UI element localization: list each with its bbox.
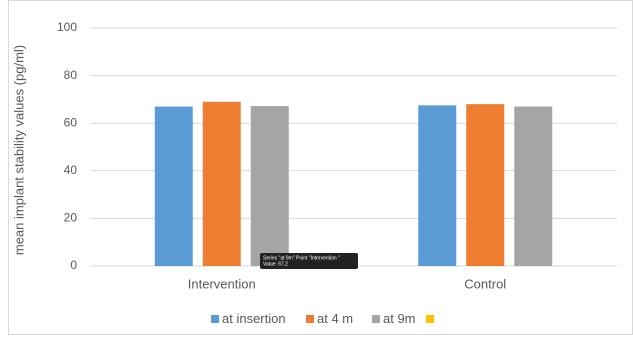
legend-swatch: [211, 315, 219, 323]
bar: [250, 106, 289, 267]
bar: [466, 104, 505, 266]
y-tick-label: 80: [64, 68, 78, 82]
legend-swatch: [372, 315, 380, 323]
x-tick-label: Control: [464, 276, 506, 291]
y-tick-label: 60: [64, 115, 78, 129]
bar: [418, 105, 457, 266]
legend-swatch: [306, 315, 314, 323]
y-tick-label: 40: [64, 163, 78, 177]
tooltip-text: Value: 67.2: [263, 261, 288, 267]
legend-label: at insertion: [222, 311, 286, 326]
bar: [514, 106, 553, 266]
tooltip-box: [260, 253, 358, 269]
y-tick-label: 20: [64, 211, 78, 225]
bar: [154, 106, 193, 266]
y-tick-label: 0: [70, 258, 77, 272]
bar: [202, 101, 241, 266]
tooltip-text: Series "at 9m" Point "Intervention ": [263, 255, 340, 261]
x-tick-label: Intervention: [188, 276, 256, 291]
legend-label: at 9m: [383, 311, 416, 326]
y-tick-label: 100: [57, 20, 77, 34]
y-axis-label: mean implant stability values (pg/ml): [11, 45, 26, 255]
legend-swatch: [426, 315, 434, 323]
legend-label: at 4 m: [317, 311, 353, 326]
